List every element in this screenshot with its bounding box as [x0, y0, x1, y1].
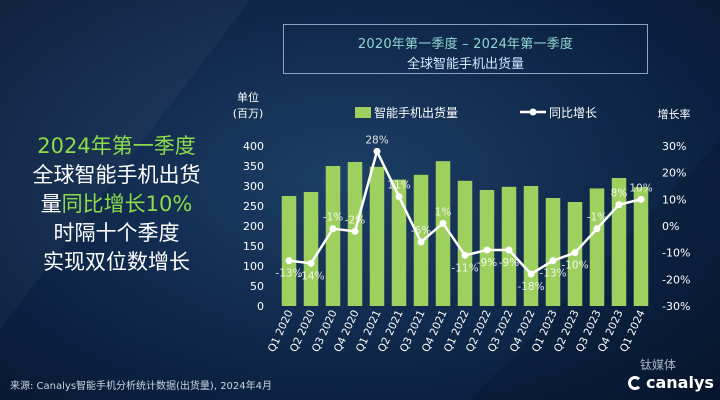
- y-right-axis-label: 增长率: [658, 107, 691, 121]
- growth-data-label: -14%: [297, 270, 324, 282]
- y-left-tick-label: 300: [243, 180, 264, 193]
- y-right-tick-label: 0%: [662, 220, 679, 233]
- growth-data-label: -6%: [411, 225, 431, 237]
- canalys-logo-icon: [628, 376, 642, 390]
- bar: [633, 187, 649, 306]
- y-left-tick-label: 400: [243, 140, 264, 153]
- growth-data-label: -9%: [477, 257, 497, 269]
- growth-point: [417, 238, 425, 246]
- growth-point: [373, 147, 381, 155]
- growth-data-label: 11%: [387, 180, 410, 192]
- growth-data-label: -13%: [275, 268, 302, 280]
- growth-point: [329, 225, 337, 233]
- headline-line-4: 时隔十个季度: [53, 221, 180, 245]
- y-right-tick-label: -10%: [662, 247, 690, 260]
- bar: [281, 196, 297, 306]
- growth-data-label: -9%: [499, 257, 519, 269]
- growth-point: [505, 246, 513, 254]
- bar: [325, 166, 341, 306]
- y-left-tick-label: 250: [243, 200, 264, 213]
- source-note: 来源: Canalys智能手机分析统计数据(出货量), 2024年4月: [10, 381, 273, 392]
- growth-point: [549, 257, 557, 265]
- growth-point: [285, 257, 293, 265]
- growth-point: [527, 270, 535, 278]
- growth-point: [351, 227, 359, 235]
- growth-data-label: 28%: [365, 134, 388, 146]
- headline-line-3-plain: 量: [40, 192, 62, 216]
- headline-line-3-highlight: 同比增长10%: [61, 192, 193, 216]
- growth-data-label: -11%: [451, 262, 478, 274]
- bar: [369, 166, 385, 306]
- chart-subtitle: 全球智能手机出货量: [406, 57, 524, 72]
- headline-text: 2024年第一季度 全球智能手机出货 量同比增长10% 时隔十个季度 实现双位数…: [14, 132, 219, 277]
- canalys-logo: canalys: [626, 372, 714, 394]
- y-left-tick-label: 200: [243, 220, 264, 233]
- growth-point: [483, 246, 491, 254]
- chart-title-box: 2020年第一季度 – 2024年第一季度 全球智能手机出货量: [283, 24, 648, 74]
- y-left-tick-label: 150: [243, 240, 264, 253]
- y-left-axis-label: 单位: [237, 90, 259, 104]
- bar: [523, 186, 539, 306]
- growth-point: [461, 251, 469, 259]
- y-right-tick-label: -20%: [662, 273, 690, 286]
- legend-swatch-bar: [355, 107, 371, 118]
- canalys-logo-text: canalys: [646, 373, 714, 392]
- headline-line-5: 实现双位数增长: [43, 250, 190, 274]
- growth-data-label: -10%: [561, 260, 588, 272]
- growth-point: [571, 249, 579, 257]
- growth-data-label: -18%: [517, 281, 544, 293]
- y-left-tick-label: 50: [250, 280, 264, 293]
- growth-point: [593, 225, 601, 233]
- y-right-tick-label: 10%: [662, 193, 686, 206]
- growth-point: [439, 219, 447, 227]
- y-left-tick-label: 0: [257, 300, 264, 313]
- bar: [457, 180, 473, 306]
- growth-point: [615, 201, 623, 209]
- growth-point: [637, 195, 645, 203]
- bar: [589, 188, 605, 306]
- growth-data-label: 8%: [611, 188, 628, 200]
- growth-data-label: -2%: [345, 214, 365, 226]
- headline-line-2: 全球智能手机出货: [32, 163, 201, 187]
- growth-data-label: 10%: [629, 182, 652, 194]
- y-right-tick-label: 30%: [662, 140, 686, 153]
- growth-point: [395, 193, 403, 201]
- growth-point: [307, 259, 315, 267]
- growth-data-label: -1%: [587, 212, 607, 224]
- y-right-tick-label: 20%: [662, 167, 686, 180]
- y-left-axis-unit: (百万): [233, 107, 264, 120]
- chart-title: 2020年第一季度 – 2024年第一季度: [357, 37, 574, 52]
- bar: [545, 198, 561, 306]
- y-left-tick-label: 100: [243, 260, 264, 273]
- watermark: 钛媒体: [640, 358, 677, 372]
- bar: [303, 192, 319, 306]
- headline-line-3: 量同比增长10%: [14, 190, 219, 219]
- growth-data-label: -13%: [539, 268, 566, 280]
- legend-label-bar: 智能手机出货量: [374, 105, 458, 120]
- y-left-tick-label: 350: [243, 160, 264, 173]
- legend-label-line: 同比增长: [549, 106, 597, 120]
- growth-data-label: -1%: [323, 212, 343, 224]
- growth-data-label: 1%: [435, 206, 452, 218]
- y-right-tick-label: -30%: [662, 300, 690, 313]
- bar: [435, 161, 451, 306]
- headline-line-1: 2024年第一季度: [37, 134, 196, 158]
- legend-swatch-marker: [529, 108, 537, 116]
- bar: [391, 179, 407, 306]
- bar: [501, 186, 517, 306]
